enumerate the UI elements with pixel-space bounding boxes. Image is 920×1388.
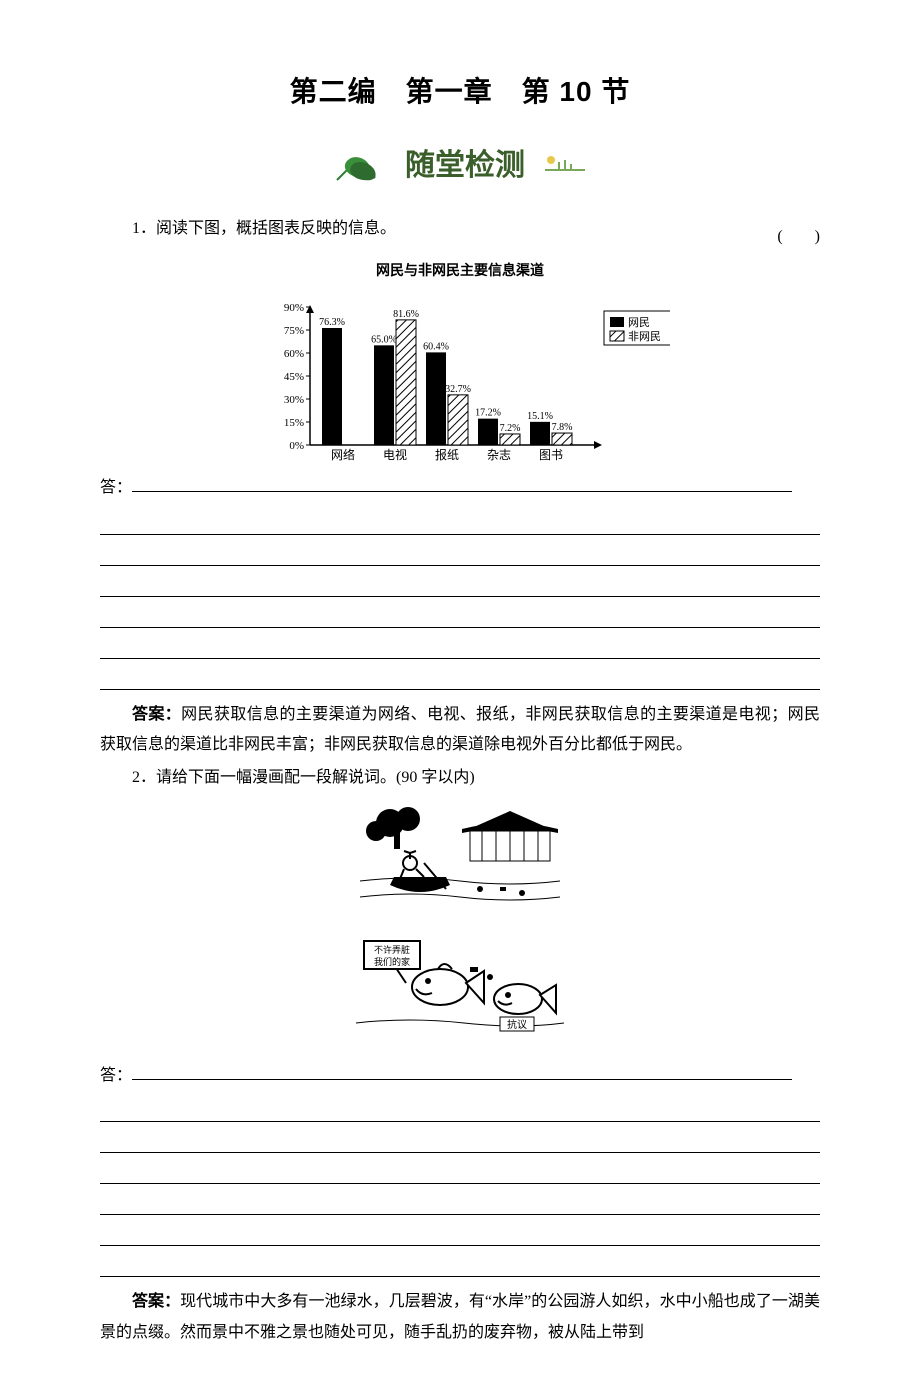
svg-text:76.3%: 76.3% xyxy=(319,317,345,328)
banner-text: 随堂检测 xyxy=(405,140,525,184)
svg-text:75%: 75% xyxy=(284,325,304,337)
cartoon-svg-1 xyxy=(350,803,570,913)
svg-text:15.1%: 15.1% xyxy=(527,411,553,422)
svg-text:17.2%: 17.2% xyxy=(475,408,501,419)
svg-text:7.8%: 7.8% xyxy=(552,422,573,433)
blank-line xyxy=(100,1192,820,1215)
blank-line xyxy=(100,605,820,628)
blank-line xyxy=(100,667,820,690)
q2-answer-text: 现代城市中大多有一池绿水，几层碧波，有“水岸”的公园游人如织，水中小船也成了一湖… xyxy=(100,1293,820,1340)
svg-text:60%: 60% xyxy=(284,348,304,360)
answer-prefix: 答案： xyxy=(132,706,181,723)
bar-chart: 0% 15% 30% 45% 60% 75% 90% 76.3% 网络 65.0% 81.6% 电视 6… xyxy=(250,289,670,469)
svg-text:不许弄脏: 不许弄脏 xyxy=(374,944,410,955)
answer-label: 答： xyxy=(100,1067,132,1084)
svg-text:非网民: 非网民 xyxy=(628,330,661,343)
svg-text:15%: 15% xyxy=(284,417,304,429)
svg-text:电视: 电视 xyxy=(383,447,407,462)
svg-text:65.0%: 65.0% xyxy=(371,335,397,346)
blank-line xyxy=(100,1099,820,1122)
page: 第二编 第一章 第 10 节 随堂检测 1．阅读下图，概括图表反映的信息。 ( … xyxy=(0,0,920,1388)
svg-text:7.2%: 7.2% xyxy=(500,423,521,434)
banner-accent-icon xyxy=(545,154,585,172)
blank-line xyxy=(100,574,820,597)
blank-line xyxy=(100,1130,820,1153)
svg-text:报纸: 报纸 xyxy=(435,447,459,462)
cartoon-svg-2: 不许弄脏 我们的家 抗议 xyxy=(350,927,570,1037)
chart: 0% 15% 30% 45% 60% 75% 90% 76.3% 网络 65.0% 81.6% 电视 6… xyxy=(100,289,820,469)
blank-line xyxy=(132,1063,792,1080)
svg-text:32.7%: 32.7% xyxy=(445,384,471,395)
svg-text:图书: 图书 xyxy=(539,448,563,462)
svg-text:81.6%: 81.6% xyxy=(393,309,419,320)
svg-text:我们的家: 我们的家 xyxy=(374,956,410,967)
svg-text:90%: 90% xyxy=(284,302,304,314)
answer-area-1: 答： xyxy=(100,473,820,689)
blank-line xyxy=(100,636,820,659)
cartoon: 不许弄脏 我们的家 抗议 xyxy=(100,803,820,1051)
blank-line xyxy=(100,543,820,566)
svg-text:30%: 30% xyxy=(284,394,304,406)
svg-text:网民: 网民 xyxy=(628,317,650,329)
q1-block: 1．阅读下图，概括图表反映的信息。 ( ) 网民与非网民主要信息渠道 0%15%… xyxy=(100,214,820,1348)
banner-box: 随堂检测 xyxy=(335,140,585,184)
blank-line xyxy=(100,1223,820,1246)
banner: 随堂检测 xyxy=(100,140,820,184)
q2-prompt: 2．请给下面一幅漫画配一段解说词。(90 字以内) xyxy=(100,763,820,793)
svg-text:60.4%: 60.4% xyxy=(423,342,449,353)
blank-line xyxy=(100,1161,820,1184)
leaf-icon xyxy=(335,150,415,184)
chart-title: 网民与非网民主要信息渠道 xyxy=(100,259,820,286)
svg-text:抗议: 抗议 xyxy=(507,1018,527,1031)
cartoon-panel-1 xyxy=(350,803,570,913)
svg-text:45%: 45% xyxy=(284,371,304,383)
q2-answer: 答案：现代城市中大多有一池绿水，几层碧波，有“水岸”的公园游人如织，水中小船也成… xyxy=(100,1287,820,1348)
q1-answer: 答案：网民获取信息的主要渠道为网络、电视、报纸，非网民获取信息的主要渠道是电视；… xyxy=(100,700,820,761)
page-title: 第二编 第一章 第 10 节 xyxy=(100,70,820,110)
answer-label: 答： xyxy=(100,479,132,496)
cartoon-panel-2: 不许弄脏 我们的家 抗议 xyxy=(350,927,570,1037)
answer-area-2: 答： xyxy=(100,1061,820,1277)
answer-prefix: 答案： xyxy=(132,1293,180,1310)
blank-line xyxy=(100,1254,820,1277)
blank-line xyxy=(100,512,820,535)
svg-text:杂志: 杂志 xyxy=(487,448,511,462)
svg-text:网络: 网络 xyxy=(331,447,355,462)
q1-answer-text: 网民获取信息的主要渠道为网络、电视、报纸，非网民获取信息的主要渠道是电视；网民获… xyxy=(100,706,820,753)
blank-line xyxy=(132,475,792,492)
svg-text:0%: 0% xyxy=(289,440,304,452)
